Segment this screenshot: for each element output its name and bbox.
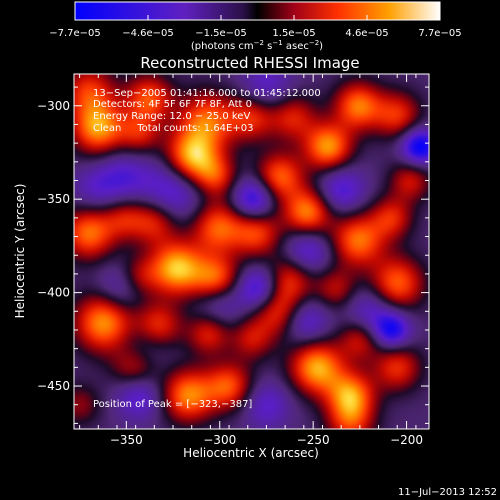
colorbar-tick-label: 4.6e−05 xyxy=(345,28,388,39)
y-axis-label: Heliocentric Y (arcsec) xyxy=(13,184,27,319)
colorbar-tick-label: 1.5e−05 xyxy=(272,28,315,39)
colorbar-ticks: −7.7e−05 −4.6e−05 −1.5e−05 1.5e−05 4.6e−05 7.… xyxy=(49,15,462,39)
colorbar-tick-label: −4.6e−05 xyxy=(122,28,174,39)
axis-ticks: −350 −300 −250 −200 −300 −350 −400 −450 xyxy=(37,74,429,447)
annotation-method-counts: Clean Total counts: 1.64E+03 xyxy=(93,123,253,134)
chart-title: Reconstructed RHESSI Image xyxy=(140,54,359,72)
peak-position-label: Position of Peak = [−323,−387] xyxy=(93,399,252,410)
colorbar-tick-label: 7.7e−05 xyxy=(418,28,461,39)
y-tick-label: −300 xyxy=(37,99,70,113)
colorbar-units: (photons cm−2 s−1 asec−2) xyxy=(191,39,323,52)
footer-date: 11−Jul−2013 12:52 xyxy=(398,487,497,498)
plot-frame xyxy=(73,73,430,430)
x-tick-label: −300 xyxy=(203,433,236,447)
colorbar-tick-label: −1.5e−05 xyxy=(195,28,247,39)
x-tick-label: −200 xyxy=(390,433,423,447)
colorbar-tick-label: −7.7e−05 xyxy=(49,28,101,39)
annotation-detectors: Detectors: 4F 5F 6F 7F 8F, Att 0 xyxy=(93,99,252,110)
colorbar: −7.7e−05 −4.6e−05 −1.5e−05 1.5e−05 4.6e−05 7.… xyxy=(49,1,462,52)
annotation-time-range: 13−Sep−2005 01:41:16.000 to 01:45:12.000 xyxy=(93,88,321,99)
x-tick-label: −250 xyxy=(297,433,330,447)
annotation-energy-range: Energy Range: 12.0 − 25.0 keV xyxy=(93,111,250,122)
x-axis-label: Heliocentric X (arcsec) xyxy=(183,446,319,460)
plot-area: −350 −300 −250 −200 −300 −350 −400 −450 xyxy=(37,73,430,447)
y-tick-label: −450 xyxy=(37,379,70,393)
y-tick-label: −350 xyxy=(37,192,70,206)
annotation-block: 13−Sep−2005 01:41:16.000 to 01:45:12.000… xyxy=(93,88,321,134)
colorbar-gradient xyxy=(74,1,441,21)
y-tick-label: −400 xyxy=(37,286,70,300)
x-tick-label: −350 xyxy=(110,433,143,447)
heatmap-image xyxy=(74,74,429,429)
